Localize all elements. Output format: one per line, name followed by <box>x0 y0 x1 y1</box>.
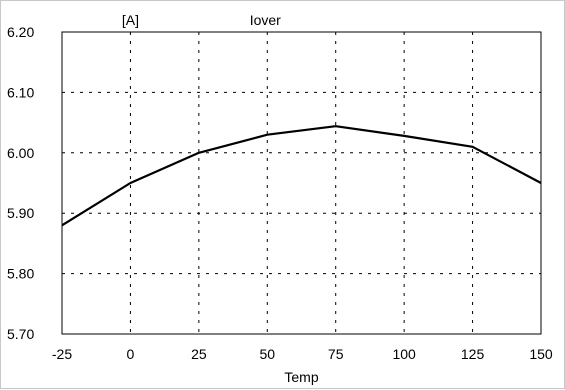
y-tick-label: 5.90 <box>7 205 34 221</box>
x-tick-label: 75 <box>328 346 344 362</box>
ticks: -25 0 25 50 75 100 125 150 5.70 5.80 5.90 6.00 6.10 6… <box>7 24 553 362</box>
x-tick-label: 150 <box>529 346 553 362</box>
y-tick-label: 5.70 <box>7 326 34 342</box>
y-unit-label: [A] <box>122 12 139 28</box>
plot-area <box>62 32 541 334</box>
x-tick-label: 50 <box>259 346 275 362</box>
grid <box>62 32 541 334</box>
x-tick-label: 100 <box>392 346 416 362</box>
x-tick-label: 125 <box>461 346 485 362</box>
x-tick-label: -25 <box>52 346 72 362</box>
x-axis-label: Temp <box>284 369 318 385</box>
y-tick-label: 6.00 <box>7 145 34 161</box>
series-line <box>62 126 541 225</box>
y-tick-label: 6.10 <box>7 84 34 100</box>
y-tick-label: 5.80 <box>7 266 34 282</box>
chart-title: Iover <box>250 12 281 28</box>
series-layer <box>62 126 541 225</box>
x-tick-label: 25 <box>191 346 207 362</box>
x-tick-label: 0 <box>127 346 135 362</box>
y-tick-label: 6.20 <box>7 24 34 40</box>
